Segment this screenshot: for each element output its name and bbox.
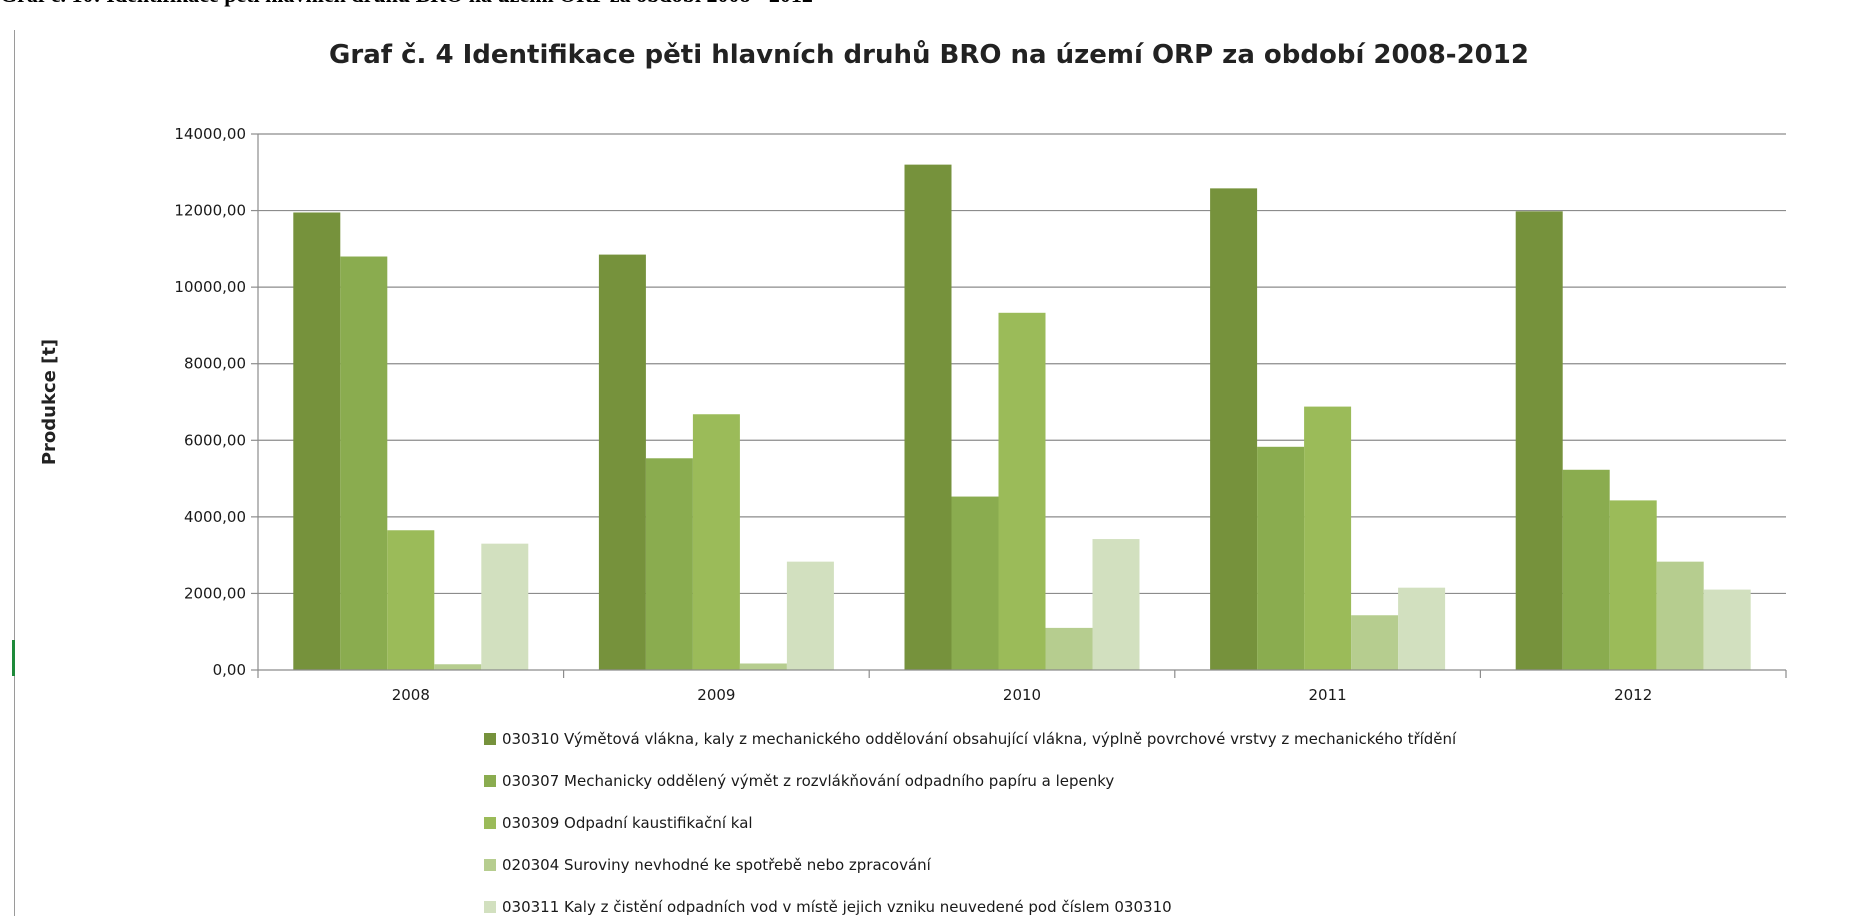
y-tick-label: 8000,00	[184, 355, 246, 373]
bar-2011-series-5	[1398, 587, 1446, 670]
bar-2008-series-1	[293, 212, 341, 670]
legend-label: 030311 Kaly z čistění odpadních vod v mí…	[502, 898, 1172, 916]
bar-2011-series-1	[1210, 188, 1258, 670]
bar-2012-series-4	[1656, 561, 1704, 670]
bar-2012-series-3	[1609, 500, 1657, 670]
bar-2009-series-1	[598, 254, 646, 670]
bar-2010-series-1	[904, 164, 952, 670]
frame-marker	[12, 640, 15, 676]
frame-border	[14, 30, 15, 916]
legend-swatch	[484, 775, 496, 787]
legend-swatch	[484, 733, 496, 745]
legend-label: 030310 Výmětová vlákna, kaly z mechanick…	[502, 730, 1457, 748]
y-tick-label: 4000,00	[184, 508, 246, 526]
bar-2012-series-1	[1515, 211, 1563, 670]
bar-2009-series-4	[739, 663, 787, 670]
y-tick-label: 6000,00	[184, 431, 246, 449]
bar-2010-series-5	[1092, 539, 1140, 670]
y-tick-label: 12000,00	[174, 202, 246, 220]
bar-2012-series-2	[1562, 469, 1610, 670]
y-tick-label: 0,00	[213, 661, 246, 679]
x-tick-label: 2008	[392, 686, 430, 704]
y-tick-label: 14000,00	[174, 125, 246, 143]
legend-item: 030307 Mechanicky oddělený výmět z rozvl…	[484, 760, 1456, 802]
bar-2008-series-3	[387, 530, 435, 670]
chart-title: Graf č. 4 Identifikace pěti hlavních dru…	[329, 40, 1529, 70]
legend-swatch	[484, 817, 496, 829]
bar-2010-series-4	[1045, 627, 1093, 670]
document-caption: Graf č. 10: Identifikace pěti hlavních d…	[0, 0, 813, 8]
chart-legend: 030310 Výmětová vlákna, kaly z mechanick…	[484, 718, 1456, 916]
bar-2009-series-5	[786, 561, 834, 670]
x-tick-label: 2012	[1614, 686, 1652, 704]
bar-2009-series-3	[692, 414, 740, 670]
x-tick-label: 2010	[1003, 686, 1041, 704]
bar-2010-series-3	[998, 312, 1046, 670]
bar-2011-series-2	[1257, 446, 1305, 670]
legend-item: 030311 Kaly z čistění odpadních vod v mí…	[484, 886, 1456, 916]
legend-label: 020304 Suroviny nevhodné ke spotřebě neb…	[502, 856, 931, 874]
x-tick-label: 2011	[1309, 686, 1347, 704]
y-axis-label: Produkce [t]	[39, 339, 60, 465]
legend-label: 030309 Odpadní kaustifikační kal	[502, 814, 753, 832]
bar-2008-series-2	[340, 256, 388, 670]
bar-2010-series-2	[951, 496, 999, 670]
legend-item: 030310 Výmětová vlákna, kaly z mechanick…	[484, 718, 1456, 760]
y-tick-label: 2000,00	[184, 584, 246, 602]
legend-item: 020304 Suroviny nevhodné ke spotřebě neb…	[484, 844, 1456, 886]
bar-2011-series-4	[1351, 615, 1399, 670]
legend-label: 030307 Mechanicky oddělený výmět z rozvl…	[502, 772, 1115, 790]
x-tick-label: 2009	[697, 686, 735, 704]
bar-2009-series-2	[645, 458, 693, 670]
y-tick-label: 10000,00	[174, 278, 246, 296]
legend-swatch	[484, 901, 496, 913]
bar-2008-series-4	[434, 664, 482, 670]
bar-2011-series-3	[1304, 406, 1352, 670]
bar-2008-series-5	[481, 543, 529, 670]
bar-2012-series-5	[1703, 589, 1751, 670]
legend-item: 030309 Odpadní kaustifikační kal	[484, 802, 1456, 844]
legend-swatch	[484, 859, 496, 871]
